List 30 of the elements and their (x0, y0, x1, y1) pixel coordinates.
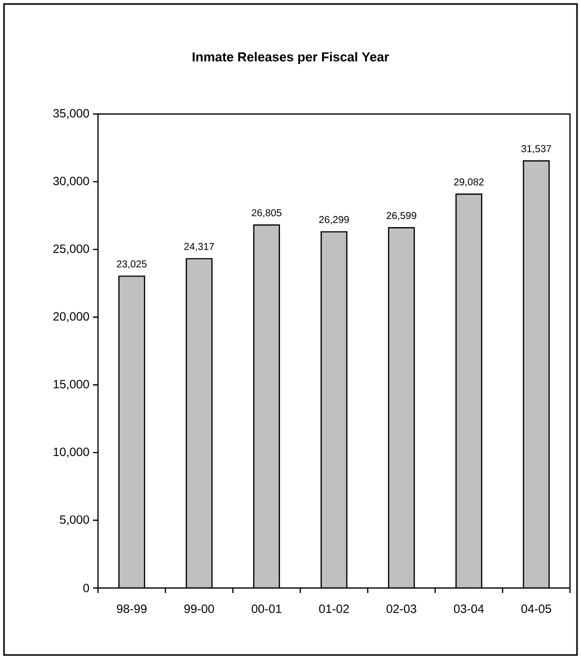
data-label: 26,599 (386, 212, 416, 220)
bar (186, 258, 213, 588)
chart-title: Inmate Releases per Fiscal Year (192, 52, 389, 64)
bar (455, 194, 482, 588)
y-tick-label: 20,000 (53, 312, 90, 322)
x-tick-label: 99-00 (184, 604, 214, 614)
data-label: 29,082 (454, 178, 484, 187)
y-tick-label: 30,000 (53, 176, 90, 187)
bar (522, 160, 550, 588)
data-label: 26,299 (319, 216, 349, 224)
x-tick-label: 02-03 (386, 604, 416, 614)
bar (253, 224, 280, 588)
data-label: 26,805 (252, 209, 282, 218)
y-tick-label: 5,000 (60, 515, 90, 526)
bar (118, 276, 146, 588)
x-tick-label: 98-99 (116, 604, 146, 614)
x-tick-label: 04-05 (521, 604, 552, 614)
data-label: 31,537 (521, 145, 552, 154)
bar (320, 231, 348, 588)
y-tick-label: 0 (83, 584, 90, 592)
data-label: 24,317 (184, 242, 214, 252)
y-tick-label: 10,000 (54, 448, 90, 458)
data-label: 23,025 (116, 260, 147, 269)
y-tick-label: 15,000 (54, 380, 90, 390)
bar (388, 227, 415, 588)
x-tick-label: 00-01 (252, 604, 282, 614)
y-tick-label: 35,000 (53, 109, 90, 119)
y-tick-label: 25,000 (53, 244, 90, 254)
x-tick-label: 01-02 (319, 604, 349, 614)
x-tick-label: 03-04 (454, 604, 484, 614)
